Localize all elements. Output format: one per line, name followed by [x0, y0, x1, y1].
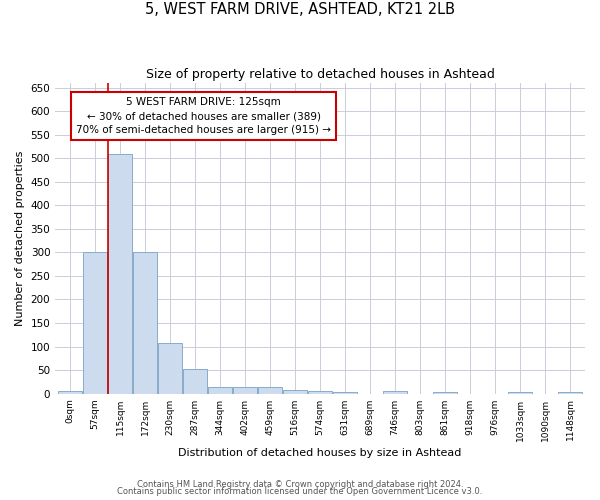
- X-axis label: Distribution of detached houses by size in Ashtead: Distribution of detached houses by size …: [178, 448, 462, 458]
- Bar: [333, 392, 357, 394]
- Bar: [108, 154, 132, 394]
- Bar: [283, 390, 307, 394]
- Text: Contains public sector information licensed under the Open Government Licence v3: Contains public sector information licen…: [118, 488, 482, 496]
- Bar: [133, 252, 157, 394]
- Text: 5, WEST FARM DRIVE, ASHTEAD, KT21 2LB: 5, WEST FARM DRIVE, ASHTEAD, KT21 2LB: [145, 2, 455, 18]
- Bar: [433, 392, 457, 394]
- Bar: [183, 368, 207, 394]
- Bar: [508, 392, 532, 394]
- Bar: [383, 391, 407, 394]
- Y-axis label: Number of detached properties: Number of detached properties: [15, 150, 25, 326]
- Text: Contains HM Land Registry data © Crown copyright and database right 2024.: Contains HM Land Registry data © Crown c…: [137, 480, 463, 489]
- Bar: [308, 390, 332, 394]
- Bar: [558, 392, 582, 394]
- Bar: [58, 391, 82, 394]
- Bar: [233, 386, 257, 394]
- Text: 5 WEST FARM DRIVE: 125sqm
← 30% of detached houses are smaller (389)
70% of semi: 5 WEST FARM DRIVE: 125sqm ← 30% of detac…: [76, 97, 331, 135]
- Title: Size of property relative to detached houses in Ashtead: Size of property relative to detached ho…: [146, 68, 494, 80]
- Bar: [258, 388, 282, 394]
- Bar: [208, 387, 232, 394]
- Bar: [158, 343, 182, 394]
- Bar: [83, 252, 107, 394]
